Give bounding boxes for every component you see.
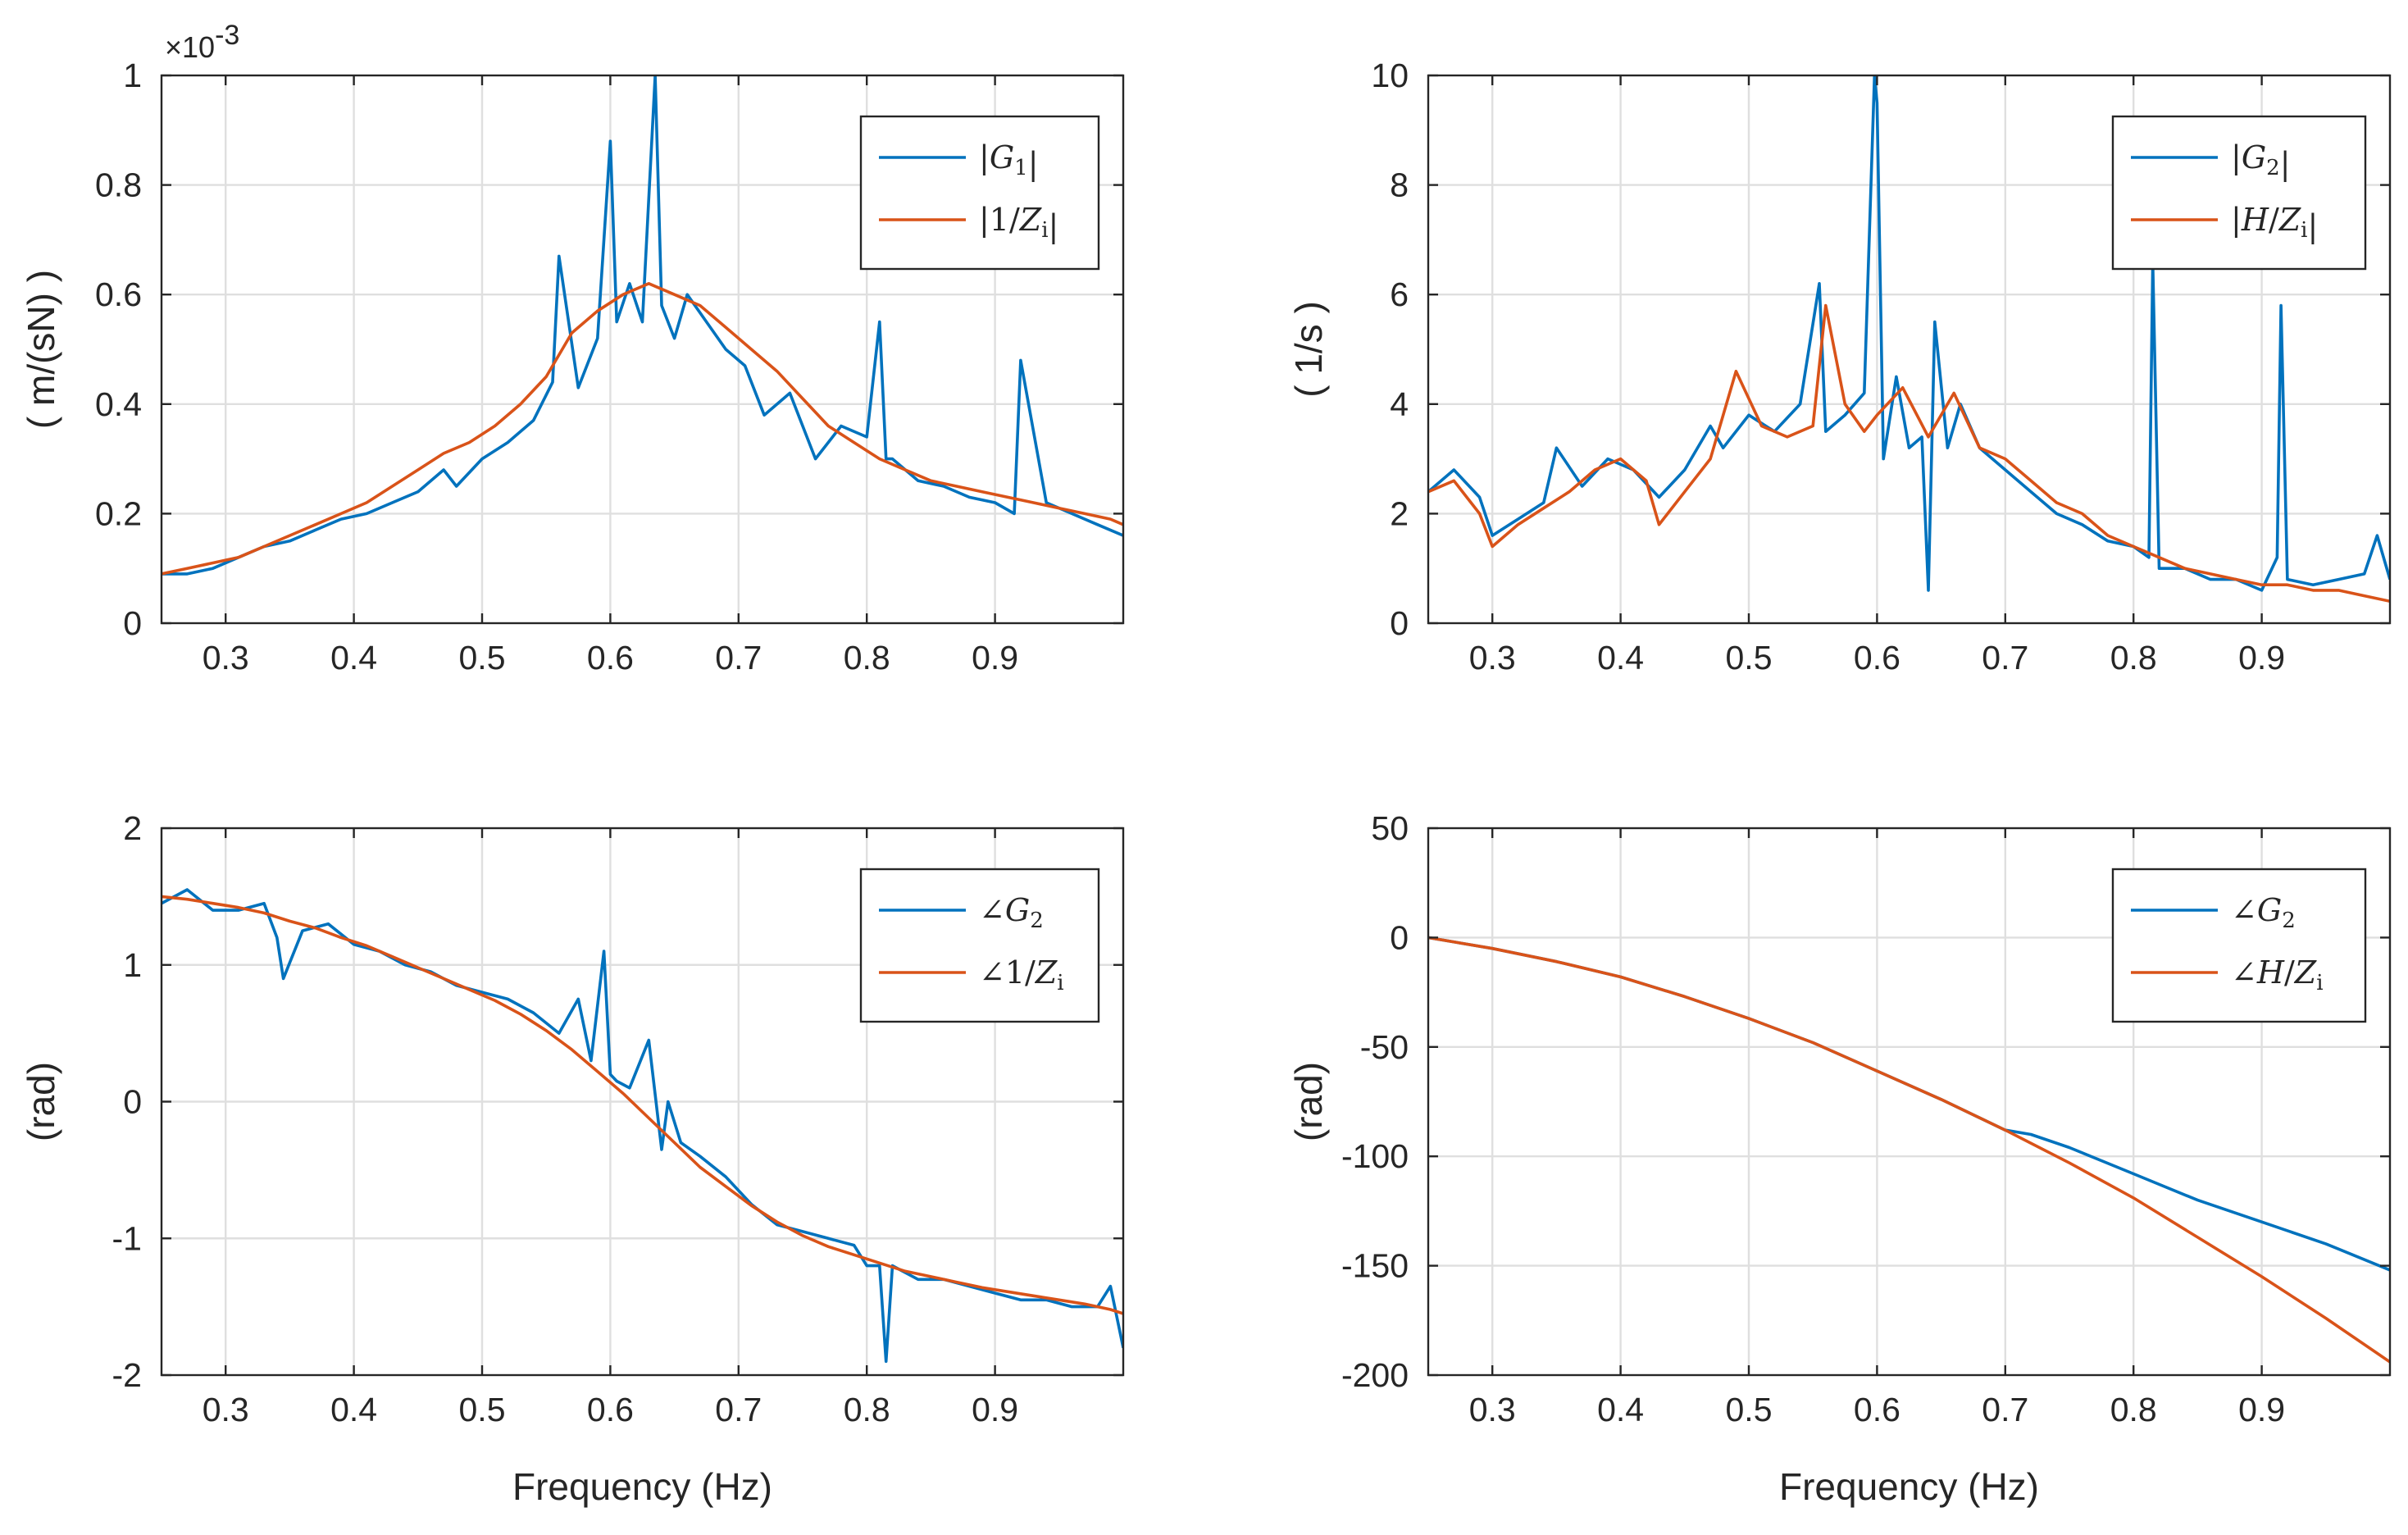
x-tick-label: 0.8 — [2110, 1391, 2157, 1428]
y-axis-label: ( 1/s ) — [1287, 301, 1330, 398]
legend-label-2: |1/Zi| — [979, 202, 1058, 244]
legend-label-2: ∠1/Zi — [979, 954, 1064, 995]
y-tick-label: 1 — [123, 946, 142, 984]
y-axis-label: (rad) — [20, 1062, 62, 1141]
y-tick-label: -2 — [112, 1356, 142, 1394]
legend-box — [859, 868, 1100, 1023]
y-tick-label: 4 — [1390, 385, 1409, 423]
y-tick-label: 0.4 — [95, 385, 142, 423]
y-tick-label: 2 — [1390, 494, 1409, 532]
axis-exponent-label: ×10-3 — [165, 20, 239, 64]
chart-panel-phase-G2-right: 0.3 0.4 0.5 0.6 0.7 0.8 0.9 -200 -150 -100 -50 0 50 (… — [1287, 809, 2392, 1508]
x-tick-label: 0.5 — [459, 1391, 506, 1428]
y-tick-label: 1 — [123, 57, 142, 94]
x-tick-label: 0.4 — [330, 1391, 377, 1428]
chart-panel-magnitude-G1: 0.3 0.4 0.5 0.6 0.7 0.8 0.9 0 0.2 0.4 0.6 0.8 1 ×10-3… — [20, 20, 1125, 676]
x-tick-label: 0.7 — [1982, 639, 2028, 676]
x-tick-label: 0.4 — [1597, 639, 1644, 676]
y-tick-label: -50 — [1360, 1028, 1409, 1066]
x-tick-label: 0.3 — [1469, 639, 1516, 676]
x-tick-label: 0.8 — [844, 1391, 890, 1428]
x-tick-label: 0.6 — [1854, 1391, 1900, 1428]
legend: |G2| |H/Zi| — [2111, 115, 2367, 271]
x-tick-label: 0.7 — [715, 639, 762, 676]
y-axis-label: (rad) — [1287, 1062, 1330, 1141]
series-line-2 — [162, 895, 1123, 1315]
legend: ∠G2 ∠H/Zi — [2111, 868, 2367, 1023]
y-tick-label: 0 — [123, 604, 142, 642]
legend: ∠G2 ∠1/Zi — [859, 868, 1100, 1023]
x-tick-label: 0.4 — [1597, 1391, 1644, 1428]
y-tick-label: 6 — [1390, 276, 1409, 313]
y-tick-label: 0.6 — [95, 276, 142, 313]
x-tick-label: 0.5 — [1726, 639, 1773, 676]
series-line-2 — [1428, 303, 2390, 604]
y-tick-label: -200 — [1341, 1356, 1409, 1394]
y-tick-label: 0 — [1390, 918, 1409, 956]
x-tick-label: 0.3 — [203, 639, 249, 676]
y-tick-label: 50 — [1371, 809, 1409, 847]
x-tick-label: 0.6 — [587, 639, 634, 676]
y-tick-label: 0 — [123, 1083, 142, 1121]
legend-box — [859, 115, 1100, 271]
y-tick-label: -150 — [1341, 1247, 1409, 1285]
chart-panel-phase-G2-left: 0.3 0.4 0.5 0.6 0.7 0.8 0.9 -2 -1 0 1 2 (rad) Frequen… — [20, 809, 1125, 1508]
axes-box — [1427, 74, 2392, 625]
y-tick-label: 2 — [123, 809, 142, 847]
y-tick-label: -1 — [112, 1219, 142, 1257]
x-axis-label: Frequency (Hz) — [512, 1465, 772, 1508]
series-line-2 — [162, 281, 1123, 576]
x-tick-label: 0.7 — [1982, 1391, 2028, 1428]
x-tick-label: 0.3 — [203, 1391, 249, 1428]
axes-box — [160, 74, 1125, 625]
x-tick-label: 0.5 — [1726, 1391, 1773, 1428]
y-tick-label: 8 — [1390, 166, 1409, 204]
x-tick-label: 0.9 — [2238, 1391, 2285, 1428]
y-tick-label: 10 — [1371, 57, 1409, 94]
legend-label-1: ∠G2 — [979, 892, 1044, 933]
legend-label-1: |G2| — [2231, 139, 2291, 182]
legend-label-2: |H/Zi| — [2231, 202, 2318, 244]
x-tick-label: 0.6 — [1854, 639, 1900, 676]
x-tick-label: 0.9 — [972, 1391, 1018, 1428]
legend-box — [2111, 868, 2367, 1023]
x-tick-label: 0.8 — [2110, 639, 2157, 676]
y-axis-label: ( m/(sN) ) — [20, 270, 62, 429]
legend-label-1: ∠G2 — [2231, 892, 2296, 933]
x-tick-label: 0.9 — [972, 639, 1018, 676]
series-line-1 — [1428, 75, 2390, 592]
legend: |G1| |1/Zi| — [859, 115, 1100, 271]
axes-box — [1427, 827, 2392, 1377]
series-line-1 — [162, 75, 1123, 576]
y-tick-label: 0.8 — [95, 166, 142, 204]
x-tick-label: 0.3 — [1469, 1391, 1516, 1428]
x-tick-label: 0.4 — [330, 639, 377, 676]
legend-box — [2111, 115, 2367, 271]
x-tick-label: 0.7 — [715, 1391, 762, 1428]
x-tick-label: 0.6 — [587, 1391, 634, 1428]
x-axis-label: Frequency (Hz) — [1779, 1465, 2039, 1508]
series-line-2 — [1428, 936, 2390, 1364]
legend-label-2: ∠H/Zi — [2231, 954, 2324, 995]
y-tick-label: 0 — [1390, 604, 1409, 642]
x-tick-label: 0.8 — [844, 639, 890, 676]
y-tick-label: 0.2 — [95, 494, 142, 532]
legend-label-1: |G1| — [979, 139, 1039, 182]
y-tick-label: -100 — [1341, 1137, 1409, 1175]
x-tick-label: 0.5 — [459, 639, 506, 676]
x-tick-label: 0.9 — [2238, 639, 2285, 676]
